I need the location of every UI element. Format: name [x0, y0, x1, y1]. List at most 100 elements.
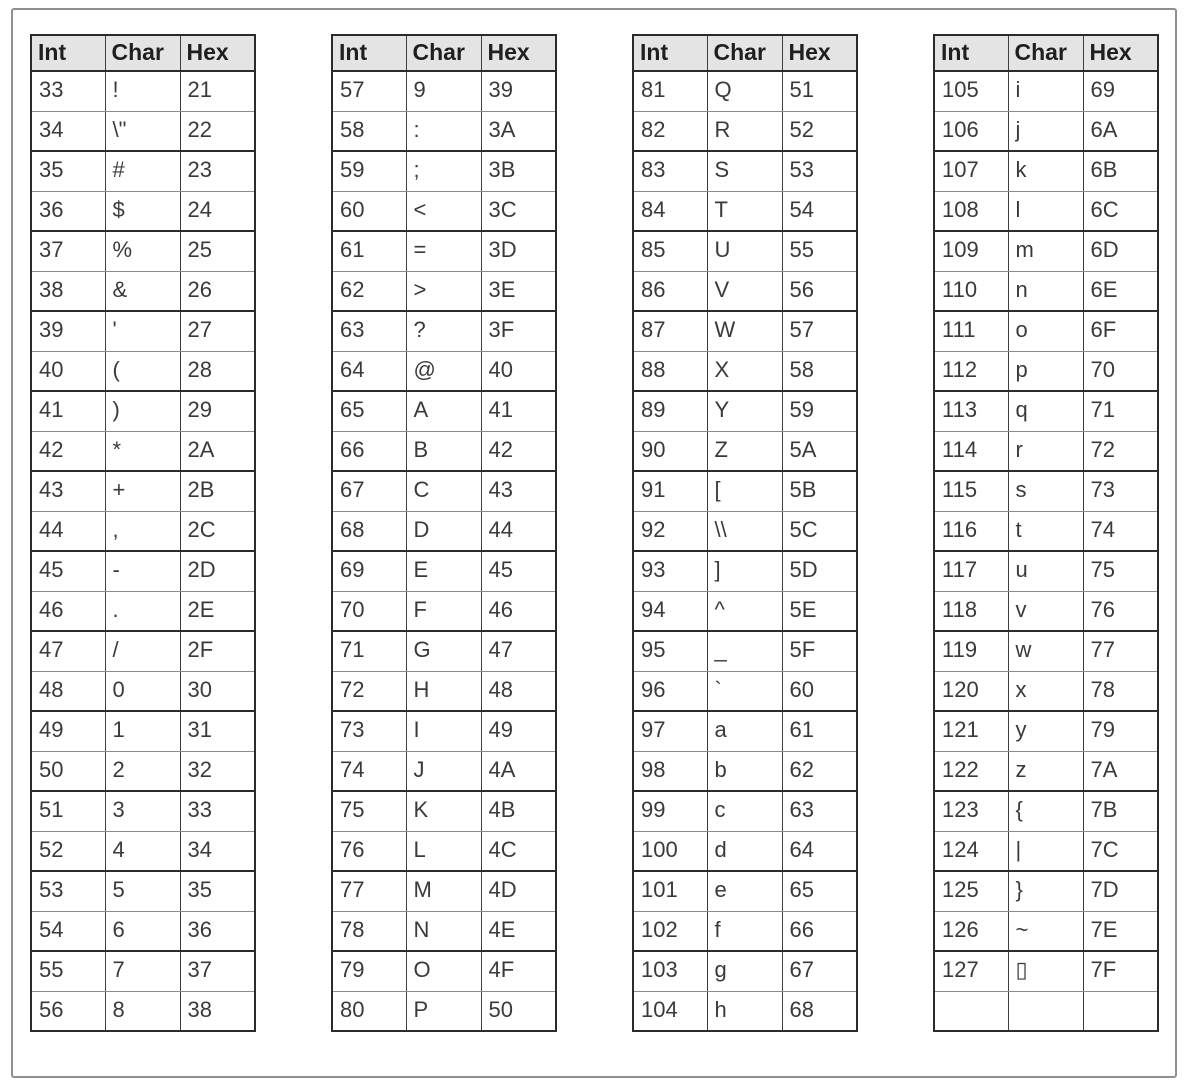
hex-cell: 36	[179, 911, 255, 952]
int-cell: 74	[331, 751, 406, 792]
hex-cell: 75	[1082, 551, 1158, 592]
int-cell: 36	[30, 191, 105, 232]
int-cell: 114	[933, 431, 1008, 472]
table-row: 99 c 63	[632, 791, 857, 832]
char-cell: @	[405, 351, 481, 392]
table-row: 45-2D	[30, 551, 255, 592]
column-header-int: Int	[632, 35, 707, 72]
char-cell: G	[405, 631, 481, 672]
table-row: 33! 21	[30, 71, 255, 112]
hex-cell: 6C	[1082, 191, 1158, 232]
char-cell: (	[104, 351, 180, 392]
hex-cell: 2C	[179, 511, 255, 552]
table-row: 110 n 6E	[933, 271, 1158, 312]
char-cell: c	[706, 791, 782, 832]
int-cell: 91	[632, 471, 707, 512]
int-cell: 93	[632, 551, 707, 592]
table-row: 121 y 79	[933, 711, 1158, 752]
table-row: 73 I 49	[331, 711, 556, 752]
hex-cell: 3E	[480, 271, 556, 312]
char-cell: 2	[104, 751, 180, 792]
hex-cell: 45	[480, 551, 556, 592]
ascii-table-33-56: Int Char Hex 33! 21 34 \" 22 35 #23 36 $24 37% 25 38 & 2…	[30, 34, 256, 1032]
char-cell: -	[104, 551, 180, 592]
hex-cell: 65	[781, 871, 857, 912]
hex-cell: 52	[781, 111, 857, 152]
table-row: 87 W 57	[632, 311, 857, 352]
char-cell: x	[1007, 671, 1083, 712]
hex-cell: 7F	[1082, 951, 1158, 992]
char-cell: C	[405, 471, 481, 512]
int-cell: 121	[933, 711, 1008, 752]
char-cell: 1	[104, 711, 180, 752]
int-cell: 57	[331, 71, 406, 112]
char-cell: *	[104, 431, 180, 472]
int-cell: 68	[331, 511, 406, 552]
int-cell: 97	[632, 711, 707, 752]
table-row: 86 V 56	[632, 271, 857, 312]
hex-cell: 24	[179, 191, 255, 232]
char-cell: H	[405, 671, 481, 712]
table-row: 79 O 4F	[331, 951, 556, 992]
char-cell: U	[706, 231, 782, 272]
hex-cell: 25	[179, 231, 255, 272]
int-cell: 40	[30, 351, 105, 392]
table-row: 77 M 4D	[331, 871, 556, 912]
hex-cell: 7B	[1082, 791, 1158, 832]
table-row: 97 a 61	[632, 711, 857, 752]
table-row: 43 +2B	[30, 471, 255, 512]
hex-cell: 42	[480, 431, 556, 472]
hex-cell: 34	[179, 831, 255, 872]
int-cell: 50	[30, 751, 105, 792]
hex-cell	[1082, 991, 1158, 1032]
hex-cell: 69	[1082, 71, 1158, 112]
int-cell: 101	[632, 871, 707, 912]
char-cell: ^	[706, 591, 782, 632]
int-cell: 94	[632, 591, 707, 632]
char-cell: a	[706, 711, 782, 752]
char-cell: \"	[104, 111, 180, 152]
char-cell: l	[1007, 191, 1083, 232]
hex-cell: 30	[179, 671, 255, 712]
table-row: 115 s 73	[933, 471, 1158, 512]
char-cell: :	[405, 111, 481, 152]
char-cell: !	[104, 71, 180, 112]
char-cell: P	[405, 991, 481, 1032]
int-cell: 42	[30, 431, 105, 472]
hex-cell: 79	[1082, 711, 1158, 752]
char-cell: i	[1007, 71, 1083, 112]
header-row: Int Char Hex	[632, 35, 857, 72]
hex-cell: 5E	[781, 591, 857, 632]
table-row: 66 B 42	[331, 431, 556, 472]
int-cell: 59	[331, 151, 406, 192]
hex-cell: 4A	[480, 751, 556, 792]
table-row: 92 \\ 5C	[632, 511, 857, 552]
table-row: 100 d 64	[632, 831, 857, 872]
int-cell: 111	[933, 311, 1008, 352]
table-row: 37% 25	[30, 231, 255, 272]
char-cell: t	[1007, 511, 1083, 552]
table-row: 55 7 37	[30, 951, 255, 992]
int-cell: 71	[331, 631, 406, 672]
table-row: 52 4 34	[30, 831, 255, 872]
hex-cell: 61	[781, 711, 857, 752]
char-cell: 8	[104, 991, 180, 1032]
int-cell: 61	[331, 231, 406, 272]
int-cell: 109	[933, 231, 1008, 272]
table-row: 67 C 43	[331, 471, 556, 512]
int-cell: 126	[933, 911, 1008, 952]
table-row	[933, 991, 1158, 1032]
table-row: 89 Y 59	[632, 391, 857, 432]
char-cell: <	[405, 191, 481, 232]
char-cell: $	[104, 191, 180, 232]
char-cell: E	[405, 551, 481, 592]
hex-cell: 48	[480, 671, 556, 712]
int-cell: 96	[632, 671, 707, 712]
int-cell: 65	[331, 391, 406, 432]
table-row: 120 x 78	[933, 671, 1158, 712]
hex-cell: 31	[179, 711, 255, 752]
table-row: 36 $24	[30, 191, 255, 232]
int-cell: 120	[933, 671, 1008, 712]
char-cell	[1007, 991, 1083, 1032]
